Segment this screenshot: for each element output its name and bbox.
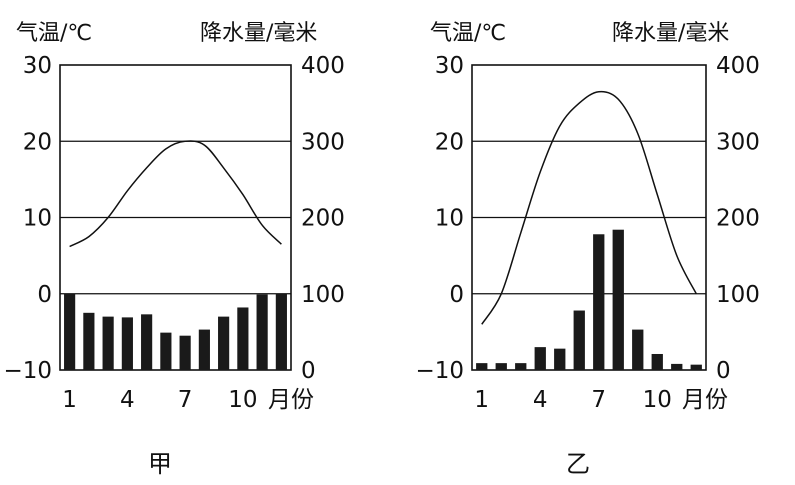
- precipitation-tick-label: 100: [716, 282, 760, 308]
- precipitation-tick-label: 100: [301, 282, 345, 308]
- temperature-axis-label: 气温/℃: [430, 21, 506, 46]
- temperature-tick-label: −10: [415, 358, 464, 384]
- month-tick-label: 10: [228, 387, 257, 413]
- precipitation-tick-label: 0: [716, 358, 731, 384]
- month-axis-unit: 月份: [268, 387, 314, 413]
- precipitation-bar: [141, 314, 153, 370]
- precipitation-bar: [651, 353, 663, 370]
- temperature-axis-label: 气温/℃: [16, 21, 92, 46]
- month-tick-label: 4: [120, 387, 135, 413]
- month-tick-label: 4: [533, 387, 548, 413]
- precipitation-bar: [198, 329, 210, 370]
- precipitation-bar: [515, 363, 527, 370]
- temperature-tick-label: 0: [449, 282, 464, 308]
- precipitation-bar: [237, 307, 249, 370]
- temperature-line: [69, 140, 282, 248]
- precipitation-bar: [179, 335, 191, 370]
- precipitation-tick-label: 200: [301, 206, 345, 232]
- precipitation-bar: [83, 312, 95, 370]
- temperature-tick-label: 0: [37, 282, 52, 308]
- precipitation-bar: [534, 347, 546, 370]
- precipitation-bar: [593, 234, 605, 370]
- precipitation-bar: [476, 363, 488, 370]
- temperature-tick-label: 30: [23, 53, 52, 79]
- temperature-tick-label: 10: [23, 206, 52, 232]
- temperature-tick-label: 20: [23, 129, 52, 155]
- precipitation-tick-label: 400: [301, 53, 345, 79]
- precipitation-bar: [121, 317, 133, 370]
- precipitation-tick-label: 300: [301, 129, 345, 155]
- precipitation-bar: [495, 363, 507, 370]
- temperature-tick-label: 30: [435, 53, 464, 79]
- precipitation-bar: [256, 294, 268, 370]
- precipitation-bar: [671, 363, 683, 370]
- temperature-tick-label: 10: [435, 206, 464, 232]
- chart-name-label: 甲: [148, 450, 172, 478]
- precipitation-bar: [690, 364, 702, 370]
- month-tick-label: 10: [643, 387, 672, 413]
- temperature-tick-label: −10: [3, 358, 52, 384]
- month-axis-unit: 月份: [682, 387, 728, 413]
- precipitation-axis-label: 降水量/毫米: [200, 21, 317, 46]
- precipitation-bar: [612, 229, 624, 370]
- precipitation-bar: [64, 293, 76, 370]
- precipitation-tick-label: 200: [716, 206, 760, 232]
- month-tick-label: 1: [62, 387, 77, 413]
- month-tick-label: 7: [591, 387, 606, 413]
- precipitation-bar: [573, 310, 585, 370]
- precipitation-bar: [102, 316, 114, 370]
- precipitation-bar: [632, 329, 644, 370]
- precipitation-bar: [160, 332, 172, 370]
- month-tick-label: 7: [178, 387, 193, 413]
- precipitation-tick-label: 400: [716, 53, 760, 79]
- temperature-line: [481, 90, 697, 325]
- precipitation-tick-label: 300: [716, 129, 760, 155]
- temperature-tick-label: 20: [435, 129, 464, 155]
- precipitation-bar: [275, 293, 287, 370]
- chart-name-label: 乙: [566, 450, 590, 478]
- month-tick-label: 1: [474, 387, 489, 413]
- precipitation-bar: [218, 316, 230, 370]
- precipitation-axis-label: 降水量/毫米: [612, 21, 729, 46]
- precipitation-bar: [554, 348, 566, 370]
- precipitation-tick-label: 0: [301, 358, 316, 384]
